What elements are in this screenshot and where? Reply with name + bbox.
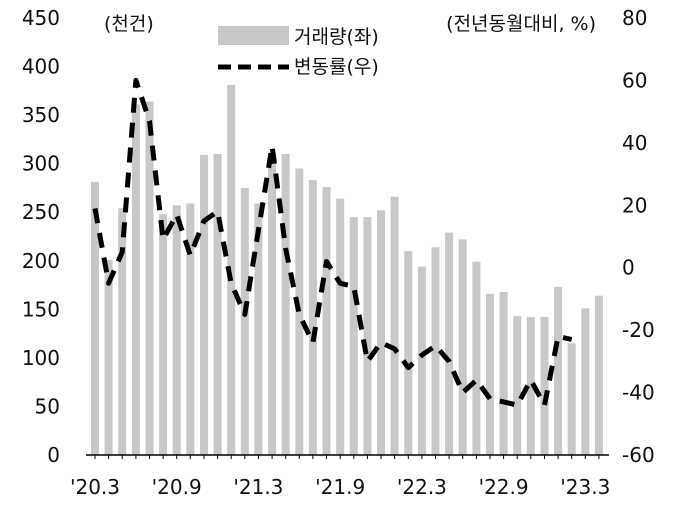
bar: [213, 154, 222, 455]
bar: [118, 208, 127, 455]
bar: [295, 168, 304, 455]
bar: [104, 259, 113, 455]
legend: 거래량(좌) 변동률(우): [218, 26, 379, 78]
right-tick-label: 20: [622, 193, 647, 217]
bar: [281, 154, 290, 455]
right-tick-label: -40: [622, 381, 655, 405]
bar: [322, 187, 331, 455]
bar: [567, 343, 576, 455]
x-tick-label: '23.3: [560, 475, 610, 499]
bar: [404, 251, 413, 455]
x-tick-marks: [94, 455, 600, 459]
bar: [431, 247, 440, 455]
bar: [458, 239, 467, 455]
bar: [268, 154, 277, 455]
bar: [445, 232, 454, 455]
bar: [172, 205, 181, 455]
bar: [526, 317, 535, 455]
legend-bar-label: 거래량(좌): [294, 26, 379, 48]
left-tick-label: 50: [35, 394, 60, 418]
bar: [200, 154, 208, 455]
bar: [499, 291, 508, 455]
right-tick-label: 80: [622, 6, 647, 30]
bar: [472, 261, 481, 455]
right-tick-label: -60: [622, 443, 655, 467]
left-tick-label: 450: [22, 6, 60, 30]
right-tick-label: -20: [622, 318, 655, 342]
bar: [540, 317, 549, 455]
left-tick-label: 400: [22, 55, 60, 79]
x-tick-label: '21.9: [315, 475, 365, 499]
right-tick-label: 0: [622, 256, 635, 280]
bar: [581, 308, 590, 455]
x-tick-label: '22.3: [397, 475, 447, 499]
bar-series: [91, 85, 603, 456]
legend-bar-swatch: [218, 26, 289, 45]
bar: [513, 316, 522, 455]
bar: [186, 203, 195, 455]
left-tick-label: 250: [22, 200, 60, 224]
left-tick-label: 0: [47, 443, 60, 467]
left-axis-ticks: 0 50 100 150 200 250 300 350 400 450: [22, 6, 60, 467]
x-axis-tick-labels: '20.3 '20.9 '21.3 '21.9 '22.3 '22.9 '23.3: [70, 475, 610, 499]
x-tick-label: '20.9: [152, 475, 202, 499]
x-tick-label: '22.9: [479, 475, 529, 499]
bar: [594, 295, 603, 455]
bar: [131, 104, 140, 456]
left-tick-label: 200: [22, 249, 60, 273]
bar: [240, 187, 249, 455]
bar: [486, 293, 494, 455]
left-tick-label: 350: [22, 103, 60, 127]
bar: [336, 198, 345, 455]
right-axis-unit: (전년동월대비, %): [446, 13, 596, 35]
bar: [159, 214, 168, 455]
bar: [390, 196, 399, 455]
bar: [308, 180, 317, 455]
left-tick-label: 100: [22, 346, 60, 370]
bar: [377, 210, 385, 455]
x-tick-label: '21.3: [233, 475, 283, 499]
right-tick-label: 40: [622, 131, 647, 155]
right-tick-label: 60: [622, 68, 647, 92]
bar: [254, 203, 263, 455]
left-axis-unit: (천건): [104, 13, 154, 35]
bar: [417, 266, 426, 455]
bar: [363, 217, 372, 455]
left-tick-label: 300: [22, 152, 60, 176]
bar: [349, 217, 358, 455]
bar: [554, 287, 563, 455]
left-tick-label: 150: [22, 297, 60, 321]
legend-line-label: 변동률(우): [294, 56, 379, 78]
x-tick-label: '20.3: [70, 475, 120, 499]
right-axis-ticks: -60 -40 -20 0 20 40 60 80: [622, 6, 655, 467]
bar: [145, 101, 154, 455]
bar: [91, 182, 99, 455]
